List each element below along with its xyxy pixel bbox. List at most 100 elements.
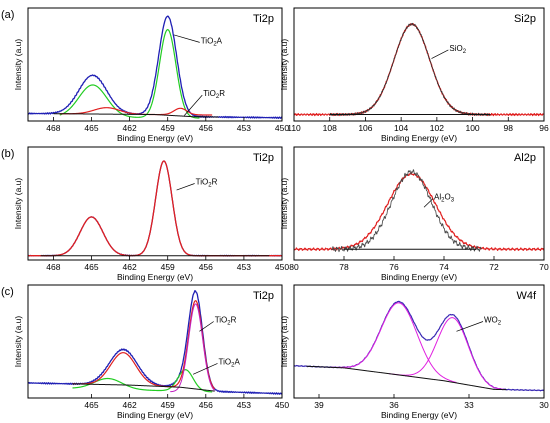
annotation-leader xyxy=(423,198,434,208)
x-tick-label: 80 xyxy=(289,262,299,272)
x-tick-label: 468 xyxy=(46,262,60,272)
annotation-label: TiO2R xyxy=(215,316,237,327)
plot-frame xyxy=(27,284,283,399)
x-tick-label: 465 xyxy=(84,262,98,272)
x-tick-label: 30 xyxy=(539,400,549,410)
x-tick-label: 453 xyxy=(237,400,251,410)
panel-b-left: 468 465 462 459 456 453 450 Binding Energy (eV)… xyxy=(1,146,289,282)
x-tick-label: 72 xyxy=(489,262,499,272)
plot-frame xyxy=(293,146,545,261)
panel-a-right: 110 108 106 104 102 100 98 96 Binding Energy (eV… xyxy=(279,7,549,143)
panel-letter: (c) xyxy=(1,286,14,298)
element-label: Ti2p xyxy=(253,290,274,302)
x-tick-label: 459 xyxy=(161,262,175,272)
x-tick-label: 106 xyxy=(358,123,372,133)
x-tick-label: 76 xyxy=(389,262,399,272)
element-label: W4f xyxy=(516,290,537,302)
x-axis-label: Binding Energy (eV) xyxy=(117,410,193,420)
x-tick-label: 96 xyxy=(539,123,549,133)
series-line-1 xyxy=(59,29,200,119)
series-group xyxy=(294,169,544,253)
annotation-leader xyxy=(176,183,195,191)
x-axis-label: Binding Energy (eV) xyxy=(381,410,457,420)
x-tick-label: 468 xyxy=(46,123,60,133)
x-tick-label: 102 xyxy=(430,123,444,133)
annotation-label: TiO2A xyxy=(201,36,223,47)
annotation-leader xyxy=(199,321,214,332)
panel-c-left: 465 462 459 456 453 450 Binding Energy (eV) Int… xyxy=(1,284,289,420)
x-tick-label: 104 xyxy=(394,123,408,133)
x-tick-label: 36 xyxy=(389,400,399,410)
x-axis-label: Binding Energy (eV) xyxy=(381,133,457,143)
panel-c-right: 39 36 33 30 Binding Energy (eV) Intensity (a.… xyxy=(279,284,549,420)
y-axis-label: Intensity (a.u) xyxy=(13,178,23,230)
series-line-0 xyxy=(28,15,282,119)
x-tick-label: 74 xyxy=(439,262,449,272)
x-tick-label: 456 xyxy=(199,262,213,272)
series-line-3 xyxy=(53,113,219,118)
x-tick-label: 110 xyxy=(287,123,301,133)
series-group xyxy=(294,300,544,392)
y-axis-label: Intensity (a.u) xyxy=(13,316,23,368)
annotation-leader xyxy=(183,94,203,116)
x-tick-label: 456 xyxy=(199,123,213,133)
annotation-leader xyxy=(173,34,200,43)
panel-b-right: 80 78 76 74 72 70 Binding Energy (eV) Intensity… xyxy=(279,146,549,282)
x-tick-label: 462 xyxy=(123,123,137,133)
y-axis-label: Intensity (a.u) xyxy=(13,39,23,91)
x-tick-label: 450 xyxy=(275,400,289,410)
annotation-leader xyxy=(431,49,449,59)
x-tick-label: 453 xyxy=(237,123,251,133)
element-label: Ti2p xyxy=(253,13,274,25)
annotation-leader xyxy=(456,321,484,332)
x-tick-label: 39 xyxy=(314,400,324,410)
x-tick-label: 462 xyxy=(123,400,137,410)
plot-frame xyxy=(293,284,545,399)
plot-frame xyxy=(27,146,283,261)
x-tick-label: 453 xyxy=(237,262,251,272)
annotation-label: SiO2 xyxy=(449,44,466,55)
series-line-2 xyxy=(388,317,505,390)
series-line-0 xyxy=(294,23,544,117)
x-axis-label: Binding Energy (eV) xyxy=(117,272,193,282)
x-tick-label: 450 xyxy=(275,123,289,133)
panel-letter: (a) xyxy=(1,9,14,21)
series-line-3 xyxy=(169,303,216,393)
x-axis-label: Binding Energy (eV) xyxy=(117,133,193,143)
series-group xyxy=(28,15,282,119)
annotation-label: TiO2R xyxy=(196,178,218,189)
series-line-0 xyxy=(28,290,282,395)
series-line-1 xyxy=(28,160,282,257)
y-axis-label: Intensity (a.u) xyxy=(279,39,289,91)
x-tick-label: 459 xyxy=(161,400,175,410)
x-tick-label: 465 xyxy=(84,123,98,133)
y-axis-label: Intensity (a.u) xyxy=(279,316,289,368)
x-tick-label: 78 xyxy=(339,262,349,272)
x-tick-label: 459 xyxy=(161,123,175,133)
annotation-label: WO2 xyxy=(484,316,502,327)
series-line-4 xyxy=(72,383,215,392)
panel-letter: (b) xyxy=(1,148,14,160)
plot-frame xyxy=(27,7,283,122)
annotation-label: Al2O3 xyxy=(434,193,455,204)
series-line-0 xyxy=(294,172,544,252)
element-label: Si2p xyxy=(514,13,536,25)
x-tick-label: 33 xyxy=(464,400,474,410)
x-tick-label: 100 xyxy=(465,123,479,133)
x-tick-label: 108 xyxy=(323,123,337,133)
x-tick-label: 98 xyxy=(504,123,514,133)
element-label: Ti2p xyxy=(253,152,274,164)
y-axis-label: Intensity (a.u) xyxy=(279,178,289,230)
x-tick-label: 465 xyxy=(84,400,98,410)
series-line-0 xyxy=(28,160,282,257)
annotation-leader xyxy=(192,363,218,375)
annotation-label: TiO2R xyxy=(203,89,225,100)
series-line-3 xyxy=(306,365,507,391)
plot-frame xyxy=(293,7,545,122)
x-tick-label: 462 xyxy=(123,262,137,272)
series-group xyxy=(294,22,544,117)
series-group xyxy=(28,160,282,257)
element-label: Al2p xyxy=(514,152,536,164)
series-line-2 xyxy=(72,300,216,390)
